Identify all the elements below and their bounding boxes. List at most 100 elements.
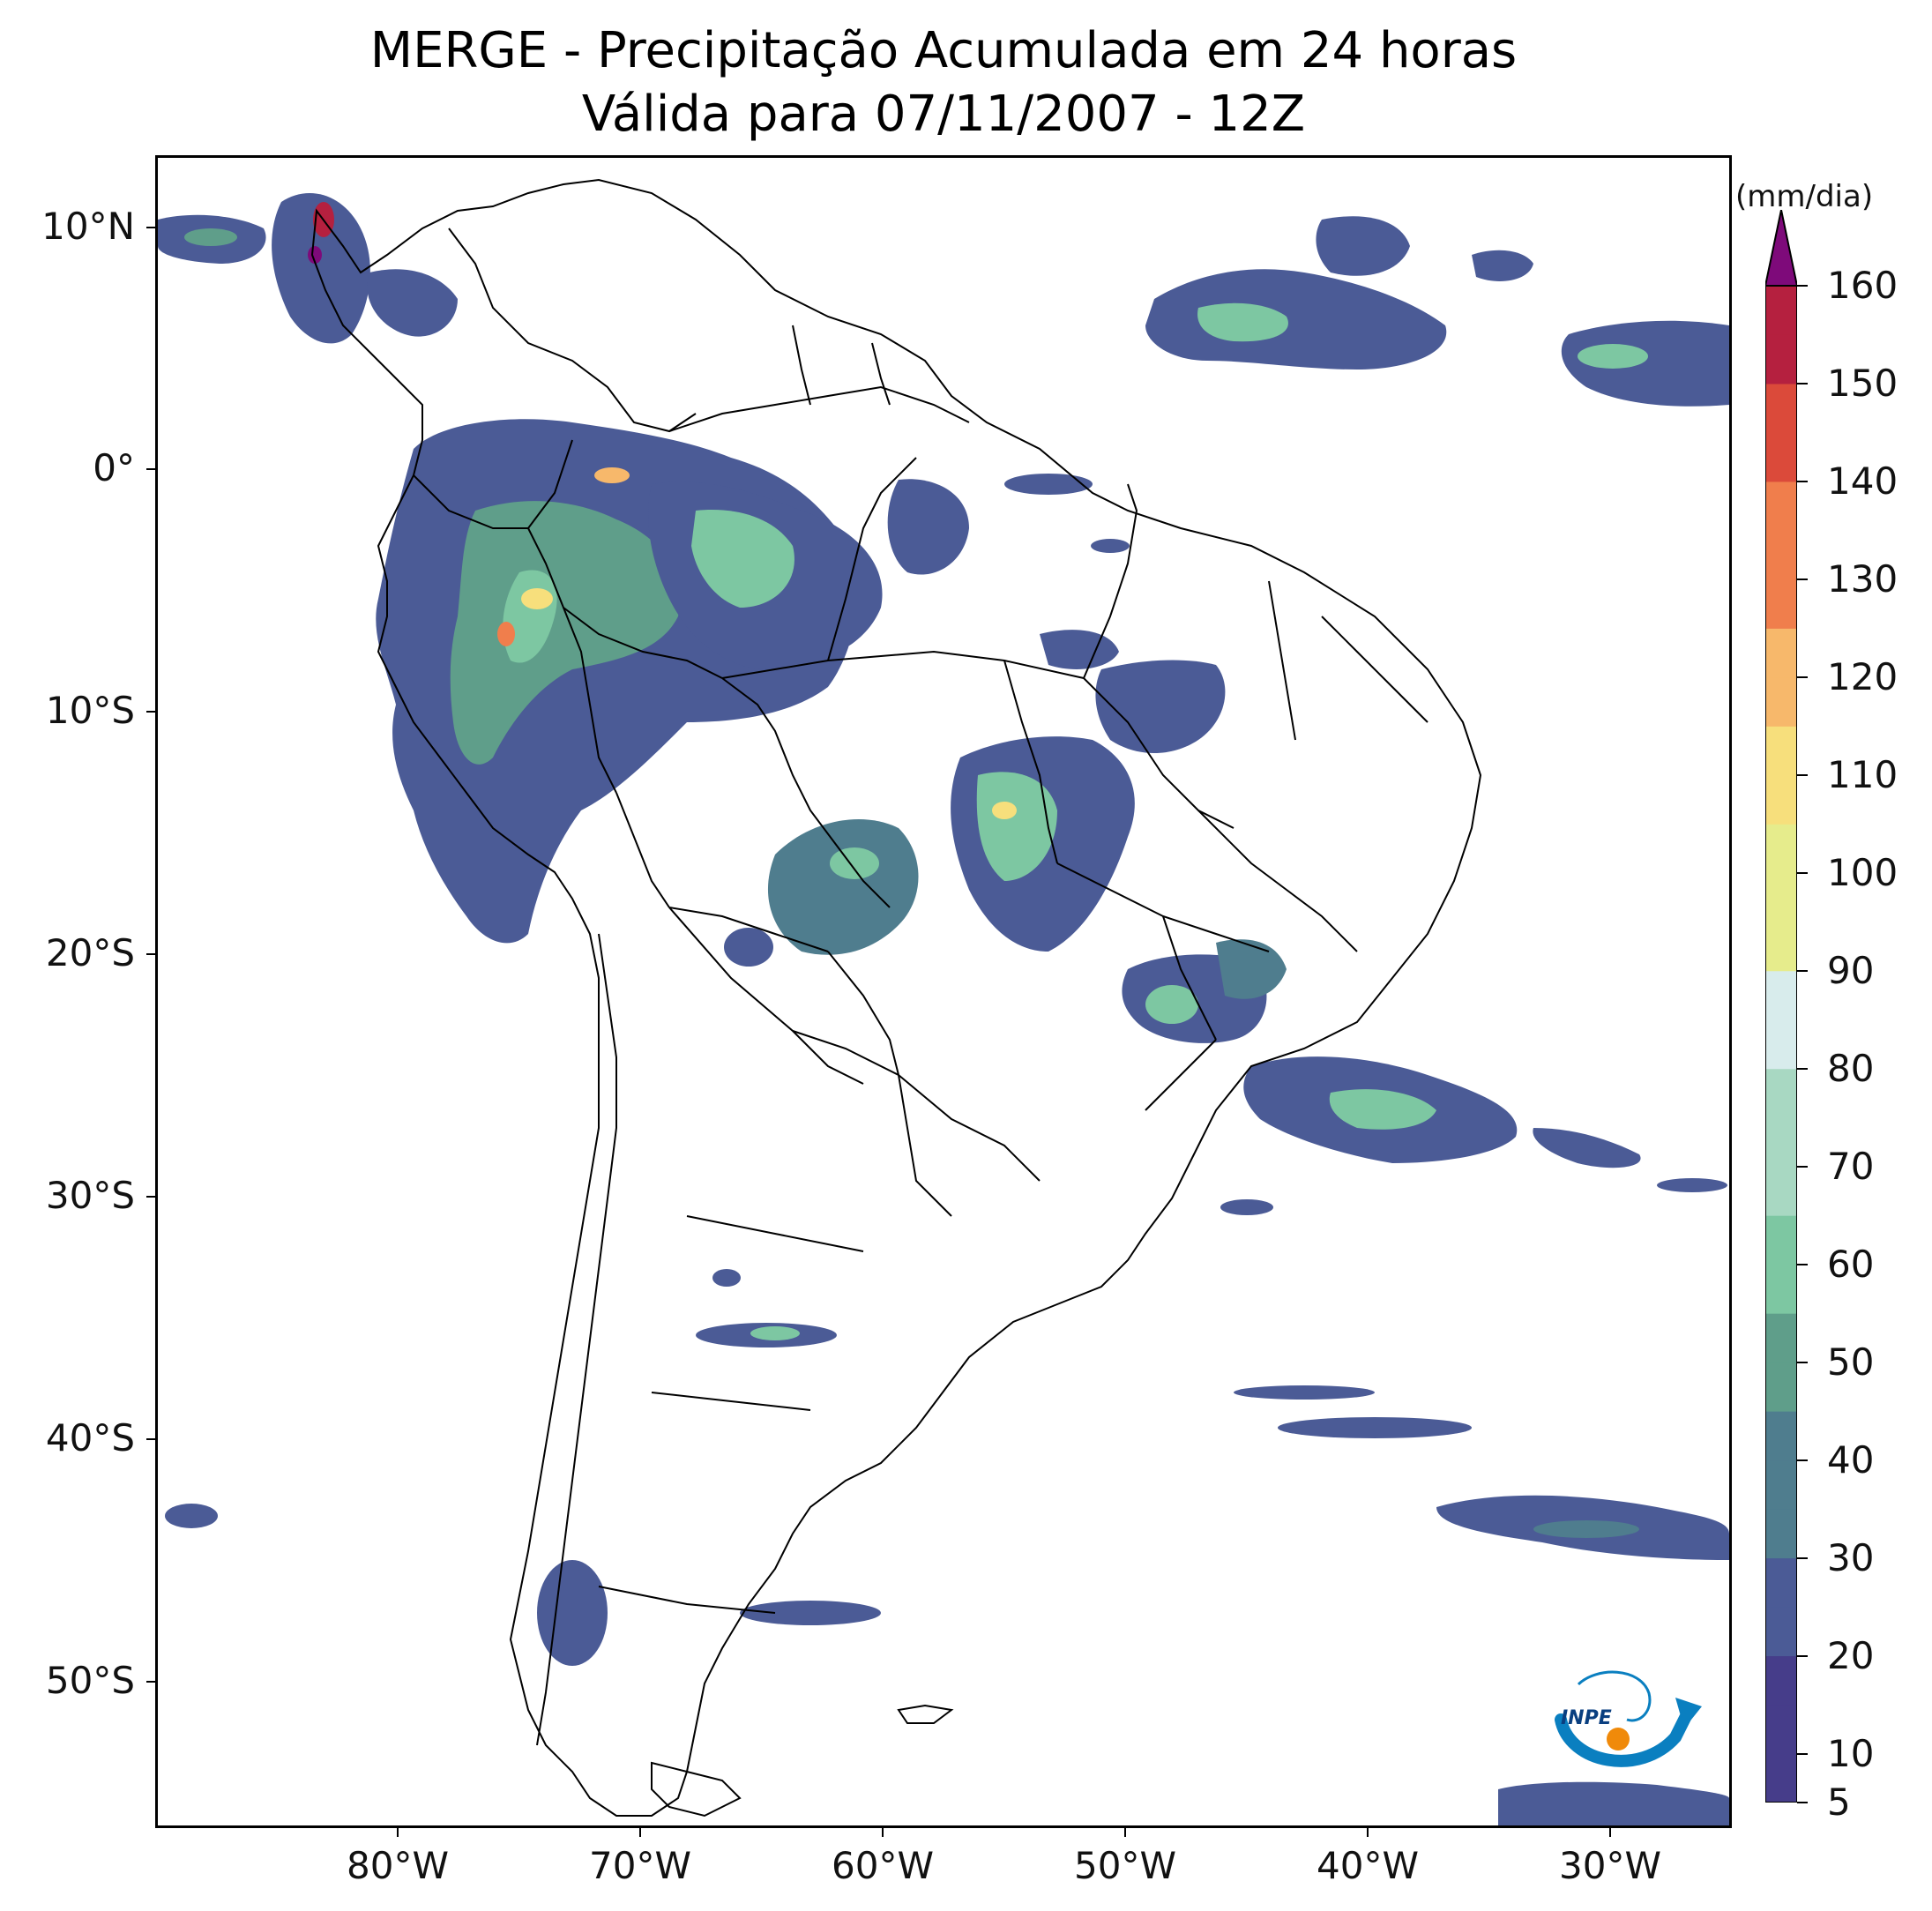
- rain-area-atlantic-eq-2: [1091, 539, 1130, 553]
- colorbar-tick-label: 110: [1827, 752, 1898, 796]
- colorbar-segment: [1765, 726, 1797, 776]
- y-tick-label: 10°S: [45, 689, 135, 732]
- colorbar-segment: [1765, 774, 1797, 825]
- continent-outline: [310, 178, 1482, 1818]
- border-argentina-provinces-2: [686, 1215, 864, 1252]
- precipitation-map: [158, 178, 1729, 1825]
- rain-area-east-amazon-core: [691, 510, 794, 608]
- colorbar-segment: [1765, 530, 1797, 580]
- colorbar-tick-label: 140: [1827, 459, 1898, 503]
- rain-area-band-2: [1278, 1417, 1472, 1438]
- colorbar-tick-label: 80: [1827, 1046, 1875, 1090]
- logo-arrow-body: [1555, 1705, 1695, 1767]
- x-tick-label: 30°W: [1559, 1844, 1661, 1887]
- y-tick: [146, 711, 155, 713]
- x-tick-label: 40°W: [1317, 1844, 1419, 1887]
- colorbar-segment: [1765, 1459, 1797, 1510]
- rain-area-atlantic-eq-1: [1004, 474, 1093, 495]
- colorbar-tick: [1797, 1263, 1808, 1265]
- border-brazil-states-6: [1197, 810, 1358, 952]
- rain-area-uruguay-off: [1220, 1199, 1273, 1215]
- border-brazil-states-10: [1321, 616, 1428, 723]
- colorbar-tick-label: 100: [1827, 850, 1898, 894]
- y-tick-label: 50°S: [45, 1659, 135, 1702]
- colorbar-tick: [1797, 480, 1808, 482]
- colorbar-tick: [1797, 1361, 1808, 1363]
- border-bolivia-paraguay: [668, 907, 829, 952]
- rain-area-patagonia: [537, 1560, 608, 1666]
- y-tick-label: 20°S: [45, 931, 135, 974]
- colorbar-tick-label: 30: [1827, 1535, 1875, 1579]
- colorbar-tick-label: 160: [1827, 264, 1898, 307]
- rain-area-argentina-2: [740, 1601, 881, 1625]
- rain-area-pacific-north-core: [184, 228, 237, 246]
- colorbar-tick: [1797, 1654, 1808, 1657]
- colorbar-segment: [1765, 1068, 1797, 1118]
- colorbar-segment: [1765, 1019, 1797, 1070]
- border-argentina-provinces-4: [598, 1586, 776, 1614]
- colorbar-tick: [1797, 1459, 1808, 1461]
- colorbar-tick: [1797, 382, 1808, 384]
- colorbar-segment: [1765, 1411, 1797, 1461]
- x-tick-label: 50°W: [1074, 1844, 1176, 1887]
- rain-area-atlantic-ne-3: [1561, 320, 1729, 407]
- border-brazil-states-2: [827, 457, 917, 661]
- y-tick: [146, 1681, 155, 1683]
- rain-area-minas: [1216, 939, 1287, 999]
- rain-area-central-brazil-core: [976, 772, 1057, 881]
- colorbar-segment: [1765, 334, 1797, 384]
- colorbar-tick: [1797, 871, 1808, 874]
- south-america-coastline: [310, 178, 1482, 1817]
- y-tick-label: 30°S: [45, 1174, 135, 1217]
- logo-orange-dot: [1607, 1728, 1630, 1751]
- colorbar-segment: [1765, 1705, 1797, 1755]
- rain-area-south-atlantic-3: [1657, 1178, 1727, 1192]
- y-tick-label: 0°: [93, 446, 135, 489]
- colorbar-tick-label: 70: [1827, 1144, 1875, 1188]
- border-bolivia-chile: [615, 792, 670, 908]
- colorbar-extend-arrow: [1765, 210, 1797, 286]
- rain-area-band-3-core: [1533, 1520, 1639, 1538]
- border-brazil-bolivia: [721, 677, 891, 908]
- border-brazil-paraguay: [827, 951, 899, 1076]
- rain-area-south-atlantic-2: [1533, 1128, 1641, 1168]
- colorbar-segment: [1765, 628, 1797, 678]
- colorbar-tick: [1797, 1802, 1808, 1803]
- colorbar-tick: [1797, 969, 1808, 972]
- colorbar-unit-label: (mm/dia): [1735, 179, 1874, 214]
- rain-area-atlantic-ne-4: [1472, 250, 1533, 281]
- border-peru-brazil: [527, 527, 723, 679]
- rain-area-atlantic-ne-2: [1316, 216, 1410, 276]
- rain-area-amazon-core: [450, 501, 680, 765]
- map-title: MERGE - Precipitação Acumulada em 24 hor…: [369, 22, 1518, 79]
- rain-area-atlantic-ne-3-core: [1578, 344, 1648, 369]
- border-brazil-states-11: [1268, 580, 1296, 741]
- colorbar-arrow-outline: [1765, 210, 1797, 287]
- colorbar-tick-label: 120: [1827, 654, 1898, 698]
- rain-hotspot-1: [521, 588, 553, 609]
- border-brazil-guianas: [668, 385, 970, 432]
- rain-hotspot-colombia-2: [308, 246, 322, 264]
- inpe-logo: INPE: [1555, 1670, 1702, 1767]
- colorbar-tick: [1797, 1556, 1808, 1559]
- y-tick: [146, 468, 155, 470]
- colorbar-segment: [1765, 1166, 1797, 1216]
- colorbar-segment: [1765, 1362, 1797, 1412]
- y-tick: [146, 1438, 155, 1440]
- rain-area-argentina-1-core: [750, 1326, 800, 1340]
- x-tick: [1609, 1828, 1611, 1837]
- colorbar-segment: [1765, 922, 1797, 972]
- x-tick: [882, 1828, 884, 1837]
- border-peru-bolivia: [563, 607, 617, 794]
- rain-hotspot-central-brazil: [992, 802, 1017, 819]
- colorbar-tick: [1797, 1752, 1808, 1755]
- colorbar-segment: [1765, 1557, 1797, 1608]
- colorbar-segment: [1765, 824, 1797, 874]
- colorbar-segment: [1765, 432, 1797, 482]
- rain-area-tocantins: [1095, 660, 1226, 753]
- border-argentina-chile: [536, 933, 617, 1746]
- colorbar-segment: [1765, 579, 1797, 629]
- rain-hotspot-3: [594, 467, 630, 483]
- colorbar: [1765, 210, 1797, 1803]
- colorbar-tick: [1797, 285, 1808, 287]
